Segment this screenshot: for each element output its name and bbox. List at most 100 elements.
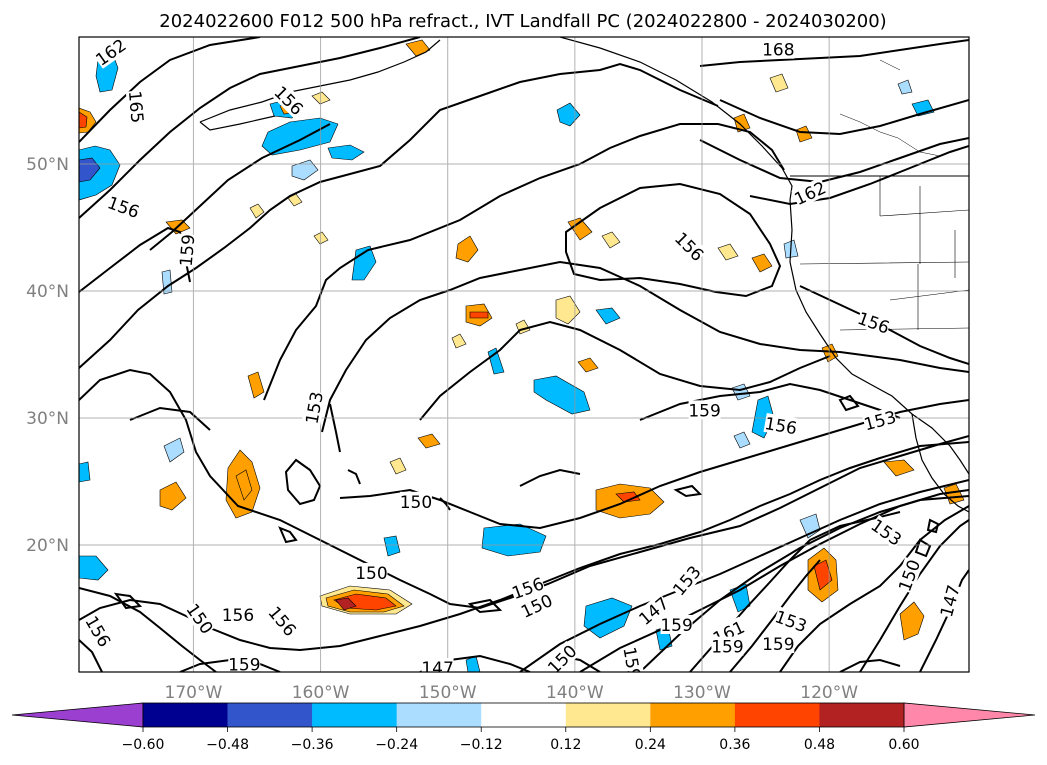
fill-patch bbox=[883, 459, 915, 477]
state-borders bbox=[799, 176, 969, 331]
fill-patch bbox=[899, 601, 925, 641]
fill-patch bbox=[455, 235, 479, 263]
contour-label-bg bbox=[228, 654, 261, 672]
contour-line bbox=[838, 394, 860, 412]
contour-label-bg bbox=[671, 228, 708, 265]
contour-label-bg bbox=[660, 615, 693, 635]
y-tick-label: 50°N bbox=[26, 155, 69, 175]
contour-line bbox=[79, 368, 969, 610]
fill-patch bbox=[751, 253, 773, 273]
x-tick-label: 150°W bbox=[419, 683, 477, 703]
colorbar-tick-label: 0.24 bbox=[635, 737, 666, 753]
contour-label-bg bbox=[861, 406, 898, 434]
fill-patch bbox=[567, 217, 593, 241]
x-tick-label: 140°W bbox=[546, 683, 604, 703]
contour-label-text: 159 bbox=[618, 646, 643, 681]
contour-line bbox=[149, 123, 331, 251]
contour-label: 156 bbox=[763, 412, 798, 439]
contour-label-text: 150 bbox=[355, 564, 387, 584]
fill-patch bbox=[595, 307, 621, 325]
contour-label: 159 bbox=[762, 634, 795, 655]
contour-label-bg bbox=[543, 640, 580, 672]
fill-patch bbox=[79, 111, 88, 129]
contour-line bbox=[263, 123, 785, 401]
x-tick-label: 130°W bbox=[673, 683, 731, 703]
fill-patch bbox=[487, 347, 505, 375]
contour-label-text: 159 bbox=[762, 635, 794, 655]
fill-patch bbox=[405, 39, 431, 57]
contour-line bbox=[467, 598, 503, 614]
colorbar-tick-label: −0.36 bbox=[291, 737, 334, 753]
contour-line bbox=[699, 39, 969, 67]
fill-patch bbox=[389, 457, 407, 475]
fill-patch bbox=[795, 125, 813, 143]
y-tick-label: 40°N bbox=[26, 282, 69, 302]
contour-label-text: 150 bbox=[400, 493, 432, 513]
contour-label-bg bbox=[301, 390, 326, 426]
fill-patch bbox=[733, 431, 751, 449]
colorbar-bin bbox=[650, 703, 736, 727]
fill-patch bbox=[469, 311, 489, 319]
contour-line bbox=[699, 137, 969, 184]
contour-label-text: 159 bbox=[660, 616, 692, 636]
fill-patch bbox=[583, 597, 633, 639]
contour-line bbox=[278, 526, 298, 544]
contour-line bbox=[859, 519, 969, 672]
colorbar-bin bbox=[481, 703, 567, 727]
fill-patch bbox=[163, 437, 185, 463]
contour-line bbox=[749, 145, 969, 206]
fill-patch bbox=[235, 469, 253, 501]
fill-patch bbox=[533, 375, 591, 415]
contour-label-bg bbox=[91, 37, 130, 69]
alaska-coast bbox=[199, 39, 441, 131]
contour-label-text: 159 bbox=[228, 655, 260, 675]
fill-patch bbox=[249, 203, 265, 219]
contour-label: 150 bbox=[400, 491, 432, 513]
contour-label-bg bbox=[772, 606, 810, 636]
contour-label-bg bbox=[105, 192, 142, 222]
graticule bbox=[79, 37, 969, 672]
contour-label-bg bbox=[271, 82, 308, 119]
x-tick-label: 120°W bbox=[800, 683, 858, 703]
colorbar-tick-label: 0.12 bbox=[550, 737, 581, 753]
fill-patch bbox=[417, 433, 441, 449]
fill-patch bbox=[79, 461, 91, 483]
contour-line bbox=[329, 403, 341, 453]
contour-label-bg bbox=[125, 90, 148, 124]
colorbar-bin bbox=[396, 703, 482, 727]
contour-line bbox=[347, 469, 361, 485]
x-tick-label: 160°W bbox=[292, 683, 350, 703]
contour-label-bg bbox=[265, 602, 301, 640]
map-frame bbox=[78, 36, 970, 673]
contour-line bbox=[129, 406, 211, 431]
contour-label-bg bbox=[82, 612, 115, 650]
contour-label-bg bbox=[175, 233, 198, 268]
colorbar-tick-label: 0.36 bbox=[719, 737, 750, 753]
contour-line bbox=[639, 495, 969, 672]
contour-line bbox=[565, 182, 782, 298]
fill-patch bbox=[601, 231, 621, 249]
fill-patch bbox=[451, 333, 467, 349]
colorbar-bin bbox=[227, 703, 313, 727]
contour-label: 156 bbox=[222, 604, 254, 626]
contour-label-text: 165 bbox=[124, 90, 147, 124]
fill-patch bbox=[291, 159, 319, 181]
contour-line bbox=[284, 458, 322, 506]
contour-line bbox=[519, 479, 969, 672]
contour-label-bg bbox=[894, 557, 924, 594]
contour-line bbox=[519, 468, 581, 487]
contour-line bbox=[419, 320, 831, 421]
x-tick-label: 170°W bbox=[165, 683, 223, 703]
contour-label-text: 159 bbox=[711, 638, 743, 658]
contour-line bbox=[926, 518, 940, 534]
contour-label-bg bbox=[762, 634, 795, 654]
contour-line bbox=[321, 260, 969, 433]
contour-label-bg bbox=[517, 590, 556, 621]
contour-label: 159 bbox=[228, 654, 261, 675]
contour-line bbox=[79, 62, 719, 369]
contour-line bbox=[79, 37, 421, 219]
contour-line bbox=[719, 99, 969, 136]
colorbar-bin bbox=[312, 703, 397, 727]
contour-label-bg bbox=[421, 658, 454, 672]
